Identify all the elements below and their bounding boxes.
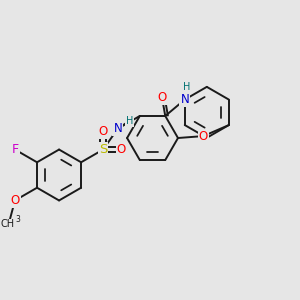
Text: F: F [11,143,19,156]
Text: 3: 3 [15,215,20,224]
Text: N: N [180,93,189,106]
Text: CH: CH [1,219,15,230]
Text: O: O [199,130,208,142]
Text: O: O [158,92,167,104]
Text: S: S [99,143,107,156]
Text: O: O [98,125,108,138]
Text: H: H [125,116,133,126]
Text: H: H [183,82,191,92]
Text: O: O [117,143,126,156]
Text: N: N [113,122,122,135]
Text: O: O [10,194,20,207]
